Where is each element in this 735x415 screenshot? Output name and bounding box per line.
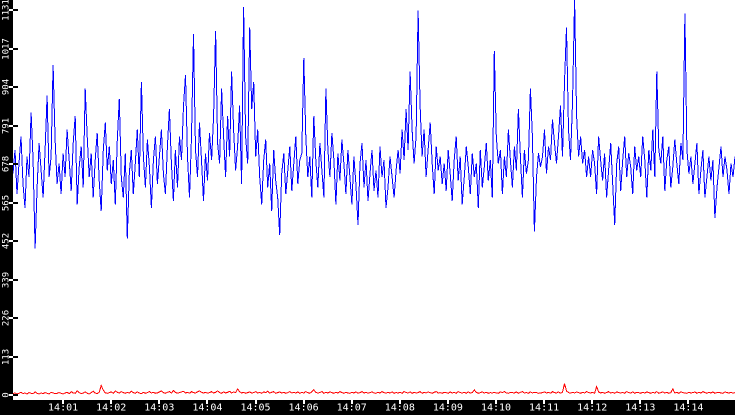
y-tick-mark xyxy=(13,201,18,204)
y-axis-strip xyxy=(0,0,13,415)
x-tick-mark xyxy=(495,398,497,404)
y-tick-mark-inner xyxy=(9,9,13,11)
y-tick-mark-inner xyxy=(9,355,13,358)
y-tick-mark-inner xyxy=(9,163,13,165)
x-tick-label: 14:10 xyxy=(480,402,512,414)
y-tick-mark xyxy=(13,317,18,319)
x-tick-label: 14:08 xyxy=(384,402,415,414)
y-tick-mark xyxy=(13,163,18,165)
x-tick-label: 14:04 xyxy=(192,402,223,414)
x-tick-mark xyxy=(254,398,257,404)
x-tick-mark xyxy=(350,398,353,404)
x-tick-mark xyxy=(158,398,161,404)
y-tick-mark-inner xyxy=(9,47,13,50)
y-tick-mark-inner xyxy=(9,278,13,281)
x-tick-mark xyxy=(398,398,401,404)
y-tick-mark xyxy=(13,86,18,88)
y-tick-mark-inner xyxy=(9,124,13,127)
x-tick-label: 14:01 xyxy=(48,402,79,414)
y-tick-mark xyxy=(13,47,18,50)
x-tick-mark xyxy=(591,398,594,404)
y-tick-mark xyxy=(13,9,18,11)
x-tick-mark xyxy=(543,398,546,404)
x-tick-label: 14:14 xyxy=(673,402,704,414)
x-tick-mark xyxy=(62,398,65,404)
y-tick-mark xyxy=(13,394,18,396)
y-tick-mark xyxy=(13,278,18,281)
x-tick-mark xyxy=(687,398,690,404)
x-tick-label: 14:02 xyxy=(96,402,127,414)
x-tick-mark xyxy=(639,398,642,404)
x-tick-label: 14:09 xyxy=(432,402,463,414)
x-tick-label: 14:03 xyxy=(144,402,175,414)
blue-series-line xyxy=(13,0,735,249)
y-tick-mark-inner xyxy=(9,394,13,396)
x-tick-mark xyxy=(302,398,305,404)
x-axis-band xyxy=(0,400,735,415)
y-tick-mark-inner xyxy=(9,201,13,204)
x-tick-label: 14:11 xyxy=(529,402,560,414)
x-tick-label: 14:07 xyxy=(336,402,367,414)
x-tick-label: 14:05 xyxy=(240,402,271,414)
y-tick-mark-inner xyxy=(9,317,13,319)
x-tick-label: 14:13 xyxy=(625,402,656,414)
red-series-line xyxy=(13,383,735,395)
y-tick-mark xyxy=(13,355,18,358)
x-tick-label: 14:12 xyxy=(577,402,608,414)
y-tick-mark-inner xyxy=(9,86,13,88)
x-tick-label: 14:06 xyxy=(288,402,319,414)
x-tick-mark xyxy=(110,398,113,404)
x-tick-mark xyxy=(446,398,449,404)
y-tick-mark xyxy=(13,124,18,127)
y-tick-mark-inner xyxy=(9,240,13,242)
plot-area xyxy=(13,0,735,395)
y-tick-mark xyxy=(13,240,18,242)
x-tick-mark xyxy=(206,398,209,404)
